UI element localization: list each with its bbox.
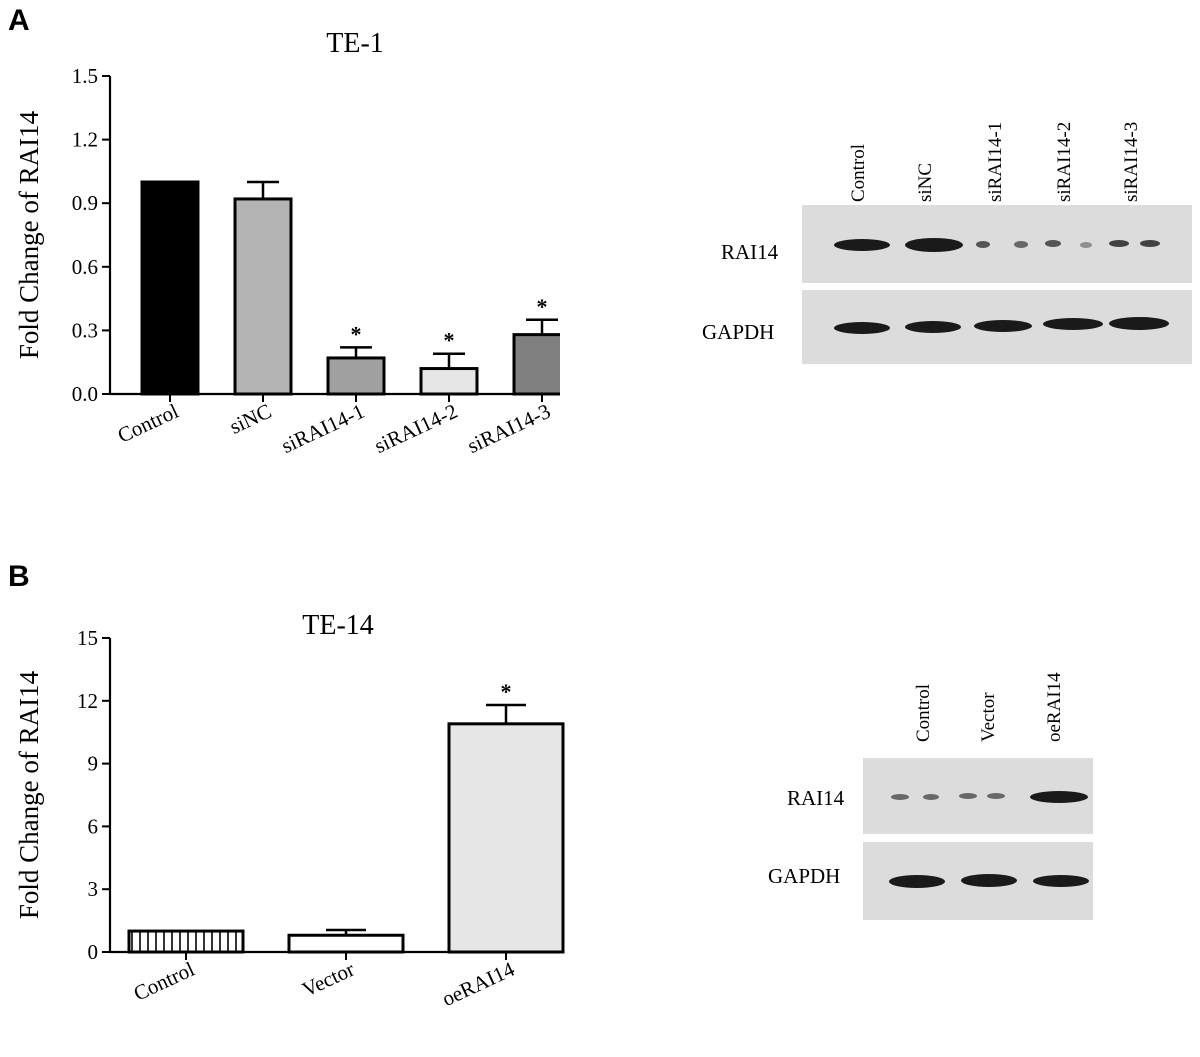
bar: [447, 722, 565, 954]
y-tick-label: 0.9: [72, 191, 98, 215]
blot-band: [905, 238, 963, 252]
blot-band: [961, 874, 1017, 887]
x-tick-label: siRAI14-3: [464, 399, 555, 458]
blot-lane-label: siRAI14-1: [985, 121, 1006, 202]
blot-lane-label: siRAI14-2: [1054, 121, 1075, 202]
y-axis-label: Fold Change of RAI14: [14, 110, 44, 359]
blot-strip-gapdh: [802, 290, 1192, 364]
blot-lane-label: siNC: [915, 162, 936, 202]
y-tick-label: 1.5: [72, 64, 98, 88]
x-tick-label: siNC: [226, 399, 275, 439]
blot-strip-rai14: [863, 758, 1093, 834]
x-tick-label: Control: [130, 957, 198, 1006]
bar: [287, 933, 405, 954]
blot-row-label-gapdh: GAPDH: [768, 864, 841, 888]
blot-band: [1045, 240, 1061, 247]
chart-a: TE-1 Fold Change of RAI14 0.0 0.3 0.6 0.9 1.2 1…: [14, 28, 560, 458]
x-tick-label: siRAI14-2: [371, 399, 462, 458]
blot-lane-label: Control: [848, 143, 869, 202]
y-tick-label: 15: [77, 626, 98, 650]
blot-strip-gapdh: [863, 842, 1093, 920]
blot-band: [834, 322, 890, 334]
blot-band: [834, 239, 890, 251]
panel-letter-a: A: [8, 4, 30, 37]
blot-band: [891, 794, 909, 800]
blot-band: [1080, 242, 1092, 248]
blot-band: [987, 793, 1005, 799]
blot-lane-label: Control: [913, 683, 934, 742]
blot-row-label-gapdh: GAPDH: [702, 320, 775, 344]
x-tick-label: Control: [114, 399, 182, 448]
chart-b: TE-14 Fold Change of RAI14 0 3 6 9 12 15 Control…: [14, 610, 565, 1011]
blot-band: [905, 321, 961, 333]
blot-lane-label: oeRAI14: [1044, 672, 1065, 742]
y-tick-label: 0: [88, 940, 99, 964]
blot-row-label-rai14: RAI14: [787, 786, 845, 810]
chart-title: TE-14: [302, 610, 374, 641]
chart-title: TE-1: [326, 28, 384, 59]
bar: [233, 197, 293, 396]
blot-band: [1014, 241, 1028, 248]
bar: [512, 333, 560, 396]
bar: [127, 929, 245, 954]
blot-band: [959, 793, 977, 799]
blot-band: [1033, 875, 1089, 887]
y-tick-label: 1.2: [72, 128, 98, 152]
y-tick-label: 12: [77, 689, 98, 713]
blot-band: [974, 320, 1032, 332]
bar: [140, 180, 200, 396]
significance-marker: *: [351, 321, 362, 346]
blot-lane-label: siRAI14-3: [1121, 121, 1142, 202]
blot-lane-label: Vector: [978, 692, 999, 742]
x-tick-label: Vector: [298, 957, 358, 1002]
western-blot-a: Control siNC siRAI14-1 siRAI14-2 siRAI14…: [700, 100, 1200, 380]
blot-band: [1109, 240, 1129, 247]
y-tick-label: 3: [88, 877, 99, 901]
y-tick-label: 6: [88, 814, 99, 838]
blot-band: [976, 241, 990, 248]
blot-strip-rai14: [802, 205, 1192, 283]
blot-band: [1109, 317, 1169, 330]
blot-band: [923, 794, 939, 800]
significance-marker: *: [444, 328, 455, 353]
bar: [419, 367, 479, 396]
panel-letter-b: B: [8, 560, 30, 593]
blot-band: [1043, 318, 1103, 330]
x-tick-label: siRAI14-1: [278, 399, 369, 458]
y-tick-label: 0.0: [72, 382, 98, 406]
blot-band: [1140, 240, 1160, 247]
y-tick-label: 9: [88, 752, 99, 776]
x-tick-label: oeRAI14: [438, 957, 518, 1011]
bar: [326, 356, 386, 396]
significance-marker: *: [537, 294, 548, 319]
y-tick-label: 0.6: [72, 255, 98, 279]
blot-band: [889, 875, 945, 888]
y-tick-label: 0.3: [72, 318, 98, 342]
significance-marker: *: [501, 679, 512, 704]
y-axis-label: Fold Change of RAI14: [14, 670, 44, 919]
western-blot-b: Control Vector oeRAI14 RAI14 GAPDH: [760, 640, 1160, 930]
blot-band: [1030, 791, 1088, 803]
blot-row-label-rai14: RAI14: [721, 240, 779, 264]
